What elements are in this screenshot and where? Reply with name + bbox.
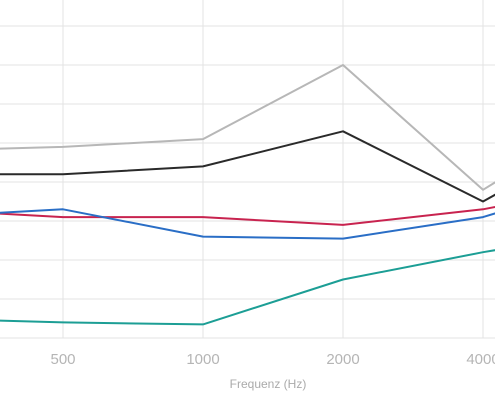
x-tick-label: 2000	[326, 351, 359, 368]
series-line	[0, 208, 495, 240]
series-line	[0, 249, 495, 326]
x-tick-label: 1000	[186, 351, 219, 368]
x-tick-label: 500	[50, 351, 75, 368]
x-axis-title: Frequenz (Hz)	[230, 377, 307, 391]
series-line	[0, 205, 495, 226]
series-line	[0, 64, 495, 191]
series-line	[0, 130, 495, 203]
series-group	[0, 64, 495, 326]
x-tick-labels: 250500100020004000	[50, 351, 495, 368]
grid	[0, 0, 495, 339]
x-tick-label: 4000	[466, 351, 495, 368]
